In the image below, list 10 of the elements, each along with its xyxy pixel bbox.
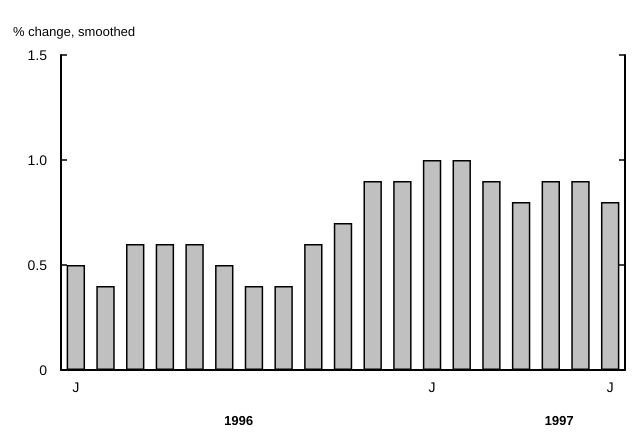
x-tick-label: J [606,379,614,395]
y-tick-label: 1.0 [28,152,48,168]
y-tick-label: 0 [39,362,48,378]
y-tick-label: 1.5 [28,47,48,63]
y-tick-label: 0.5 [28,257,48,273]
text: 1997 [544,413,574,428]
x-tick-label: J [428,379,436,395]
x-tick-label: J [72,379,80,395]
y-axis-title: % change, smoothed [13,24,136,39]
text: 1996 [224,413,254,428]
